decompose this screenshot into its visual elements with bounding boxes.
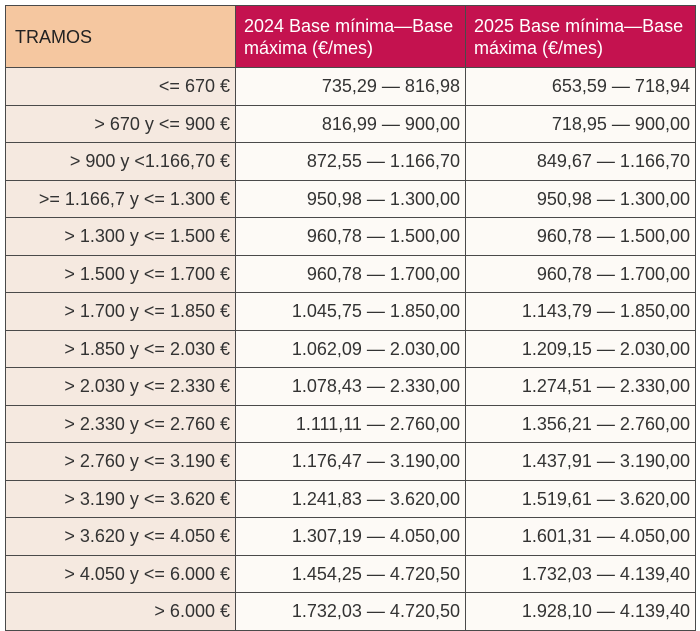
- header-tramos: TRAMOS: [5, 5, 236, 68]
- base-2024-cell: 1.307,19 — 4.050,00: [235, 517, 466, 556]
- base-2024-cell: 960,78 — 1.700,00: [235, 254, 466, 293]
- base-2024-cell: 1.078,43 — 2.330,00: [235, 367, 466, 406]
- base-2025-cell: 1.209,15 — 2.030,00: [465, 329, 696, 368]
- base-2025-cell: 1.274,51 — 2.330,00: [465, 367, 696, 406]
- base-2025-cell: 1.928,10 — 4.139,40: [465, 592, 696, 631]
- tramo-cell: > 6.000 €: [5, 592, 236, 631]
- base-2024-cell: 1.045,75 — 1.850,00: [235, 292, 466, 331]
- header-row: TRAMOS 2024 Base mínima—Base máxima (€/m…: [5, 5, 696, 68]
- header-2025: 2025 Base mínima—Base máxima (€/mes): [465, 5, 696, 68]
- cotizacion-table: TRAMOS 2024 Base mínima—Base máxima (€/m…: [5, 5, 696, 631]
- base-2025-cell: 1.601,31 — 4.050,00: [465, 517, 696, 556]
- base-2024-cell: 816,99 — 900,00: [235, 104, 466, 143]
- base-2025-cell: 653,59 — 718,94: [465, 67, 696, 106]
- table-row: > 1.700 y <= 1.850 €1.045,75 — 1.850,00 1…: [5, 292, 696, 331]
- base-2025-cell: 1.732,03 — 4.139,40: [465, 554, 696, 593]
- base-2024-cell: 1.732,03 — 4.720,50: [235, 592, 466, 631]
- table-row: <= 670 €735,29 — 816,98 653,59 — 718,94: [5, 67, 696, 106]
- tramo-cell: > 1.700 y <= 1.850 €: [5, 292, 236, 331]
- base-2024-cell: 1.062,09 — 2.030,00: [235, 329, 466, 368]
- table-row: > 2.030 y <= 2.330 €1.078,43 — 2.330,00 1…: [5, 367, 696, 406]
- tramo-cell: > 1.850 y <= 2.030 €: [5, 329, 236, 368]
- base-2024-cell: 1.241,83 — 3.620,00: [235, 479, 466, 518]
- table-row: > 3.190 y <= 3.620 €1.241,83 — 3.620,00 1…: [5, 479, 696, 518]
- base-2024-cell: 1.454,25 — 4.720,50: [235, 554, 466, 593]
- base-2025-cell: 1.143,79 — 1.850,00: [465, 292, 696, 331]
- base-2025-cell: 849,67 — 1.166,70: [465, 142, 696, 181]
- tramo-cell: > 2.030 y <= 2.330 €: [5, 367, 236, 406]
- base-2025-cell: 960,78 — 1.500,00: [465, 217, 696, 256]
- base-2024-cell: 872,55 — 1.166,70: [235, 142, 466, 181]
- tramo-cell: > 1.300 y <= 1.500 €: [5, 217, 236, 256]
- table-row: > 900 y <1.166,70 €872,55 — 1.166,70 849,…: [5, 142, 696, 181]
- tramo-cell: > 670 y <= 900 €: [5, 104, 236, 143]
- tramo-cell: > 2.760 y <= 3.190 €: [5, 442, 236, 481]
- base-2024-cell: 950,98 — 1.300,00: [235, 179, 466, 218]
- table-header: TRAMOS 2024 Base mínima—Base máxima (€/m…: [5, 5, 696, 68]
- base-2025-cell: 950,98 — 1.300,00: [465, 179, 696, 218]
- tramo-cell: > 3.620 y <= 4.050 €: [5, 517, 236, 556]
- tramo-cell: <= 670 €: [5, 67, 236, 106]
- header-2024: 2024 Base mínima—Base máxima (€/mes): [235, 5, 466, 68]
- table-row: > 6.000 €1.732,03 — 4.720,50 1.928,10 — 4…: [5, 592, 696, 631]
- base-2025-cell: 960,78 — 1.700,00: [465, 254, 696, 293]
- table-row: > 1.300 y <= 1.500 €960,78 — 1.500,00 960…: [5, 217, 696, 256]
- base-2024-cell: 960,78 — 1.500,00: [235, 217, 466, 256]
- tramo-cell: > 3.190 y <= 3.620 €: [5, 479, 236, 518]
- table-row: > 4.050 y <= 6.000 €1.454,25 — 4.720,50 1…: [5, 554, 696, 593]
- base-2025-cell: 1.519,61 — 3.620,00: [465, 479, 696, 518]
- table-row: >= 1.166,7 y <= 1.300 €950,98 — 1.300,00…: [5, 179, 696, 218]
- table-row: > 3.620 y <= 4.050 €1.307,19 — 4.050,00 1…: [5, 517, 696, 556]
- table-row: > 2.760 y <= 3.190 €1.176,47 — 3.190,00 1…: [5, 442, 696, 481]
- tramo-cell: >= 1.166,7 y <= 1.300 €: [5, 179, 236, 218]
- table-row: > 1.500 y <= 1.700 €960,78 — 1.700,00 960…: [5, 254, 696, 293]
- base-2025-cell: 1.437,91 — 3.190,00: [465, 442, 696, 481]
- tramo-cell: > 2.330 y <= 2.760 €: [5, 404, 236, 443]
- table-row: > 1.850 y <= 2.030 €1.062,09 — 2.030,00 1…: [5, 329, 696, 368]
- base-2024-cell: 1.111,11 — 2.760,00: [235, 404, 466, 443]
- table-body: <= 670 €735,29 — 816,98 653,59 — 718,94 > …: [5, 67, 696, 631]
- tramo-cell: > 900 y <1.166,70 €: [5, 142, 236, 181]
- base-2024-cell: 735,29 — 816,98: [235, 67, 466, 106]
- table-row: > 2.330 y <= 2.760 €1.111,11 — 2.760,00 1…: [5, 404, 696, 443]
- base-2025-cell: 1.356,21 — 2.760,00: [465, 404, 696, 443]
- base-2025-cell: 718,95 — 900,00: [465, 104, 696, 143]
- table-row: > 670 y <= 900 €816,99 — 900,00 718,95 — …: [5, 104, 696, 143]
- base-2024-cell: 1.176,47 — 3.190,00: [235, 442, 466, 481]
- tramo-cell: > 1.500 y <= 1.700 €: [5, 254, 236, 293]
- tramo-cell: > 4.050 y <= 6.000 €: [5, 554, 236, 593]
